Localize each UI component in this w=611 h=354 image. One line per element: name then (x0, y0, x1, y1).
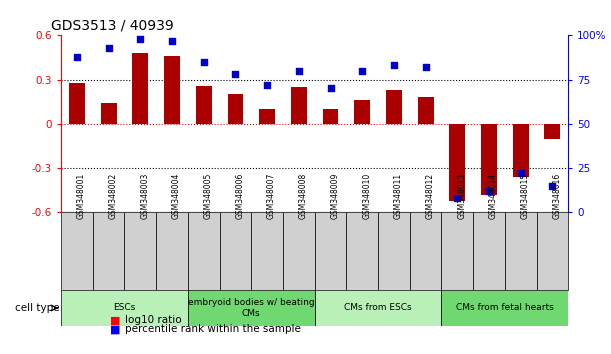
Text: ■: ■ (110, 315, 120, 325)
Text: GSM348002: GSM348002 (109, 172, 118, 219)
Text: GSM348003: GSM348003 (141, 172, 149, 219)
Text: GSM348010: GSM348010 (362, 172, 371, 219)
Text: log10 ratio: log10 ratio (125, 315, 182, 325)
FancyBboxPatch shape (315, 212, 346, 290)
FancyBboxPatch shape (441, 290, 568, 326)
FancyBboxPatch shape (378, 212, 410, 290)
FancyBboxPatch shape (536, 212, 568, 290)
Point (452, 195, 462, 201)
FancyBboxPatch shape (346, 212, 378, 290)
FancyBboxPatch shape (61, 290, 188, 326)
Point (326, 86, 335, 91)
FancyBboxPatch shape (156, 212, 188, 290)
Point (262, 82, 272, 88)
Point (230, 72, 240, 77)
Text: GSM348005: GSM348005 (203, 172, 213, 219)
FancyBboxPatch shape (505, 212, 536, 290)
Bar (481, 124, 497, 195)
Point (167, 38, 177, 44)
Point (389, 63, 399, 68)
Bar (386, 90, 402, 124)
Text: GSM348016: GSM348016 (552, 172, 562, 219)
Text: CMs from ESCs: CMs from ESCs (344, 303, 412, 313)
Bar (69, 82, 85, 124)
Point (72, 54, 82, 59)
Bar (544, 124, 560, 139)
Bar (259, 109, 275, 124)
Point (357, 68, 367, 74)
Text: GSM348004: GSM348004 (172, 172, 181, 219)
Point (484, 188, 494, 194)
Bar (101, 103, 117, 124)
Point (104, 45, 114, 51)
Bar (513, 124, 529, 177)
Text: GSM348008: GSM348008 (299, 172, 308, 219)
Point (136, 36, 145, 42)
Text: GSM348015: GSM348015 (521, 172, 530, 219)
Text: ESCs: ESCs (114, 303, 136, 313)
FancyBboxPatch shape (441, 212, 473, 290)
Bar (354, 100, 370, 124)
FancyBboxPatch shape (283, 212, 315, 290)
FancyBboxPatch shape (125, 212, 156, 290)
Bar (449, 124, 465, 201)
Bar (291, 87, 307, 124)
Text: percentile rank within the sample: percentile rank within the sample (125, 324, 301, 334)
Text: GSM348001: GSM348001 (77, 172, 86, 219)
Point (199, 59, 208, 65)
Text: GSM348009: GSM348009 (331, 172, 340, 219)
FancyBboxPatch shape (410, 212, 441, 290)
Text: GDS3513 / 40939: GDS3513 / 40939 (51, 19, 174, 33)
Bar (133, 53, 148, 124)
Text: cell type: cell type (15, 303, 59, 313)
Point (294, 68, 304, 74)
Bar (164, 56, 180, 124)
Text: embryoid bodies w/ beating
CMs: embryoid bodies w/ beating CMs (188, 298, 315, 318)
Text: GSM348007: GSM348007 (267, 172, 276, 219)
Bar (418, 97, 434, 124)
Text: GSM348012: GSM348012 (426, 172, 434, 219)
Text: CMs from fetal hearts: CMs from fetal hearts (456, 303, 554, 313)
FancyBboxPatch shape (251, 212, 283, 290)
Bar (323, 109, 338, 124)
FancyBboxPatch shape (188, 290, 315, 326)
Point (516, 171, 525, 176)
FancyBboxPatch shape (315, 290, 441, 326)
Bar (196, 86, 211, 124)
FancyBboxPatch shape (93, 212, 125, 290)
Text: GSM348013: GSM348013 (457, 172, 466, 219)
Bar (227, 95, 243, 124)
Text: GSM348011: GSM348011 (394, 172, 403, 219)
FancyBboxPatch shape (188, 212, 219, 290)
Text: GSM348014: GSM348014 (489, 172, 498, 219)
FancyBboxPatch shape (473, 212, 505, 290)
FancyBboxPatch shape (61, 212, 93, 290)
FancyBboxPatch shape (219, 212, 251, 290)
Text: ■: ■ (110, 324, 120, 334)
Point (421, 64, 431, 70)
Text: GSM348006: GSM348006 (235, 172, 244, 219)
Point (547, 183, 557, 189)
